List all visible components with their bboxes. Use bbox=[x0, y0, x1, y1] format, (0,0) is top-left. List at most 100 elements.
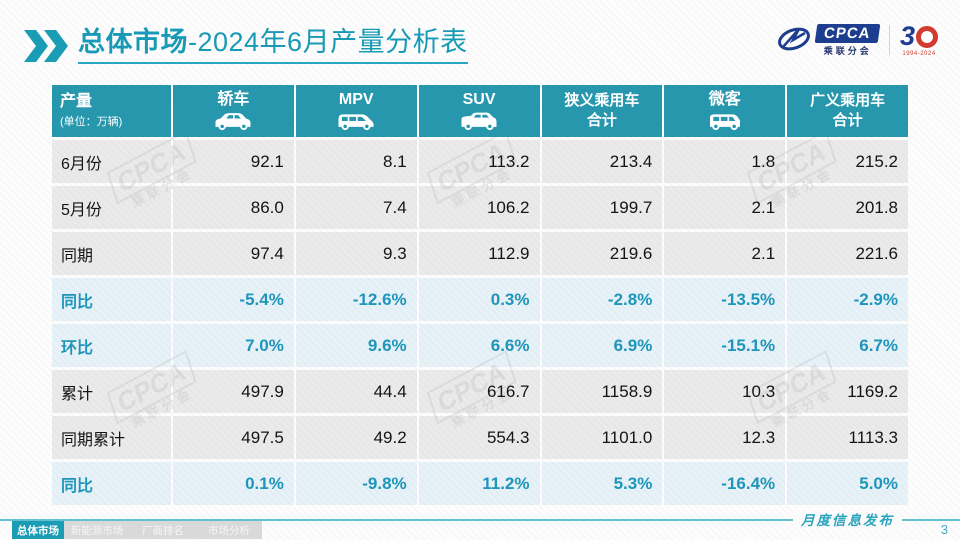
column-header-suv: SUV bbox=[418, 85, 540, 137]
table-cell: 219.6 bbox=[541, 232, 663, 275]
tab-manufacturer-ranking[interactable]: 厂商排名 bbox=[130, 521, 196, 539]
table-cell: 97.4 bbox=[173, 232, 294, 275]
table-cell: 497.5 bbox=[173, 416, 294, 459]
sedan-icon bbox=[215, 113, 251, 131]
page-title: 总体市场-2024年6月产量分析表 bbox=[78, 27, 468, 64]
column-header-sedan: 轿车 bbox=[173, 85, 294, 137]
table-cell: 10.3 bbox=[664, 370, 786, 413]
table-cell: -2.9% bbox=[787, 278, 908, 321]
table-cell: -16.4% bbox=[664, 462, 786, 505]
table-cell: 201.8 bbox=[787, 186, 908, 229]
mpv-icon bbox=[338, 114, 374, 131]
table-cell: 0.3% bbox=[418, 278, 540, 321]
microvan-icon bbox=[709, 114, 740, 131]
table-cell: 199.7 bbox=[541, 186, 663, 229]
header-label-line1: 狭义乘用车 bbox=[564, 91, 640, 109]
header-label: 产量 bbox=[60, 93, 93, 111]
table-cell: 215.2 bbox=[787, 140, 908, 183]
table-cell: -13.5% bbox=[664, 278, 786, 321]
table-cell: 6.6% bbox=[418, 324, 540, 367]
table-cell: 1158.9 bbox=[541, 370, 663, 413]
anniversary-30-logo: 3 1994-2024 bbox=[900, 23, 938, 57]
cpca-acronym: CPCA bbox=[815, 23, 881, 43]
row-label: 环比 bbox=[52, 324, 171, 367]
header-unit-label: (单位：万辆) bbox=[60, 115, 123, 128]
table-cell: 9.6% bbox=[295, 324, 417, 367]
header-label: MPV bbox=[338, 90, 374, 108]
table-cell: 1169.2 bbox=[787, 370, 908, 413]
cpca-logo: CPCA 乘联分会 bbox=[777, 23, 881, 57]
double-chevron-icon bbox=[24, 30, 68, 62]
table-cell: 2.1 bbox=[664, 186, 786, 229]
header-label: 轿车 bbox=[217, 90, 250, 108]
header-label: SUV bbox=[462, 90, 496, 108]
table-cell: 7.4 bbox=[295, 186, 417, 229]
header-label-line2: 合计 bbox=[586, 111, 617, 129]
page-title-bold: 总体市场 bbox=[78, 27, 188, 58]
table-cell: 221.6 bbox=[787, 232, 908, 275]
table-cell: 5.3% bbox=[541, 462, 663, 505]
table-cell: 497.9 bbox=[173, 370, 294, 413]
logo-area: CPCA 乘联分会 3 1994-2024 bbox=[777, 18, 938, 62]
table-cell: 616.7 bbox=[418, 370, 540, 413]
row-label: 同比 bbox=[52, 462, 171, 505]
anniversary-digit: 3 bbox=[899, 21, 915, 51]
table-cell: 2.1 bbox=[664, 232, 786, 275]
row-label: 同期累计 bbox=[52, 416, 171, 459]
suv-icon bbox=[461, 112, 497, 131]
table-cell: 86.0 bbox=[173, 186, 294, 229]
table-cell: 8.1 bbox=[295, 140, 417, 183]
anniversary-ring-icon bbox=[916, 25, 938, 48]
table-cell: 213.4 bbox=[541, 140, 663, 183]
table-cell: 113.2 bbox=[418, 140, 540, 183]
cpca-swoosh-icon bbox=[778, 27, 811, 51]
table-cell: 5.0% bbox=[787, 462, 908, 505]
table-cell: -12.6% bbox=[295, 278, 417, 321]
logo-divider bbox=[888, 25, 890, 55]
table-cell: 9.3 bbox=[295, 232, 417, 275]
table-cell: 6.7% bbox=[787, 324, 908, 367]
row-label: 累计 bbox=[52, 370, 171, 413]
row-label: 同期 bbox=[52, 232, 171, 275]
table-cell: -2.8% bbox=[541, 278, 663, 321]
table-cell: 112.9 bbox=[418, 232, 540, 275]
page-title-row: 总体市场-2024年6月产量分析表 bbox=[24, 24, 468, 68]
tab-nev-market[interactable]: 新能源市场 bbox=[64, 521, 130, 539]
cpca-wordmark: CPCA 乘联分会 bbox=[815, 23, 881, 57]
table-cell: 12.3 bbox=[664, 416, 786, 459]
table-cell: 1101.0 bbox=[541, 416, 663, 459]
table-cell: 1113.3 bbox=[787, 416, 908, 459]
production-table: 产量 (单位：万辆) 轿车 MPV SUV bbox=[52, 85, 908, 505]
tab-market-analysis[interactable]: 市场分析 bbox=[196, 521, 262, 539]
tab-overall-market[interactable]: 总体市场 bbox=[12, 521, 64, 539]
row-label: 同比 bbox=[52, 278, 171, 321]
table-cell: 106.2 bbox=[418, 186, 540, 229]
table-cell: 6.9% bbox=[541, 324, 663, 367]
row-label: 5月份 bbox=[52, 186, 171, 229]
column-header-broad-pv-total: 广义乘用车 合计 bbox=[787, 85, 908, 137]
column-header-production: 产量 (单位：万辆) bbox=[52, 85, 171, 137]
anniversary-number: 3 bbox=[900, 23, 938, 50]
table-cell: -15.1% bbox=[664, 324, 786, 367]
page-number: 3 bbox=[940, 522, 948, 537]
table-cell: -9.8% bbox=[295, 462, 417, 505]
table-cell: 7.0% bbox=[173, 324, 294, 367]
footer-divider-line bbox=[0, 519, 960, 521]
anniversary-years: 1994-2024 bbox=[902, 51, 936, 57]
table-cell: 44.4 bbox=[295, 370, 417, 413]
table-cell: 11.2% bbox=[418, 462, 540, 505]
footer-tabs: 总体市场 新能源市场 厂商排名 市场分析 bbox=[12, 521, 262, 539]
page-title-rest: -2024年6月产量分析表 bbox=[188, 27, 468, 58]
column-header-mpv: MPV bbox=[295, 85, 417, 137]
table-cell: 0.1% bbox=[173, 462, 294, 505]
header-label-line1: 广义乘用车 bbox=[810, 91, 886, 109]
table-cell: 49.2 bbox=[295, 416, 417, 459]
column-header-narrow-pv-total: 狭义乘用车 合计 bbox=[541, 85, 663, 137]
table-cell: 92.1 bbox=[173, 140, 294, 183]
publication-label: 月度信息发布 bbox=[793, 509, 902, 529]
row-label: 6月份 bbox=[52, 140, 171, 183]
header-label: 微客 bbox=[708, 90, 741, 108]
table-cell: 1.8 bbox=[664, 140, 786, 183]
table-cell: -5.4% bbox=[173, 278, 294, 321]
